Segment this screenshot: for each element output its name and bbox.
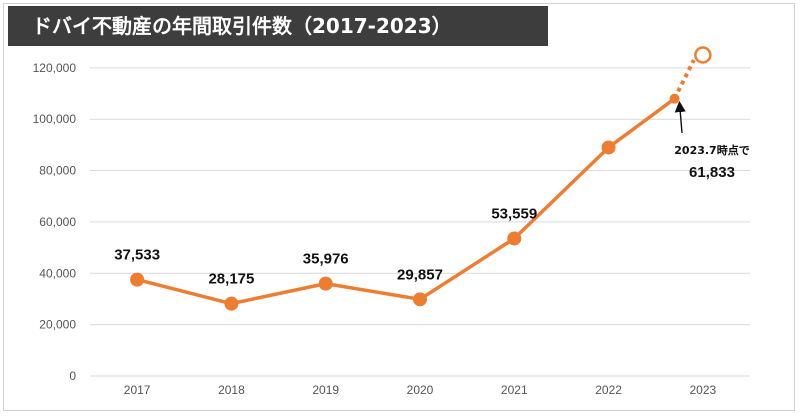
x-tick-label: 2019 [312, 383, 339, 397]
x-tick-label: 2021 [501, 383, 528, 397]
data-point [507, 231, 522, 246]
y-tick-label: 80,000 [39, 164, 76, 178]
data-point-partial-2023 [669, 93, 680, 104]
y-tick-label: 0 [69, 369, 76, 383]
data-label: 37,533 [114, 247, 160, 264]
data-point [130, 272, 145, 287]
chart-frame [3, 3, 795, 411]
y-tick-label: 120,000 [33, 61, 77, 75]
y-tick-label: 20,000 [39, 318, 76, 332]
data-label: 35,976 [303, 251, 349, 268]
chart-title: ドバイ不動産の年間取引件数（2017-2023） [8, 6, 548, 46]
x-tick-label: 2020 [407, 383, 434, 397]
data-point [413, 292, 427, 307]
x-tick-label: 2018 [218, 383, 245, 397]
annotation-text: 2023.7時点で [674, 143, 749, 157]
data-point [224, 296, 239, 311]
data-point [601, 140, 616, 155]
data-label: 53,559 [491, 205, 537, 222]
data-label: 28,175 [208, 271, 254, 288]
x-tick-label: 2022 [595, 383, 622, 397]
annotation-arrow [674, 100, 686, 134]
projection-line [672, 59, 696, 100]
y-tick-label: 60,000 [39, 215, 76, 229]
y-tick-label: 100,000 [33, 112, 77, 126]
annotation-value: 61,833 [689, 164, 735, 181]
data-point-projected-2023 [694, 46, 712, 64]
x-tick-label: 2023 [690, 383, 717, 397]
data-point [318, 276, 333, 291]
y-tick-label: 40,000 [39, 266, 76, 280]
x-tick-label: 2017 [124, 383, 151, 397]
data-label: 29,857 [397, 266, 443, 283]
